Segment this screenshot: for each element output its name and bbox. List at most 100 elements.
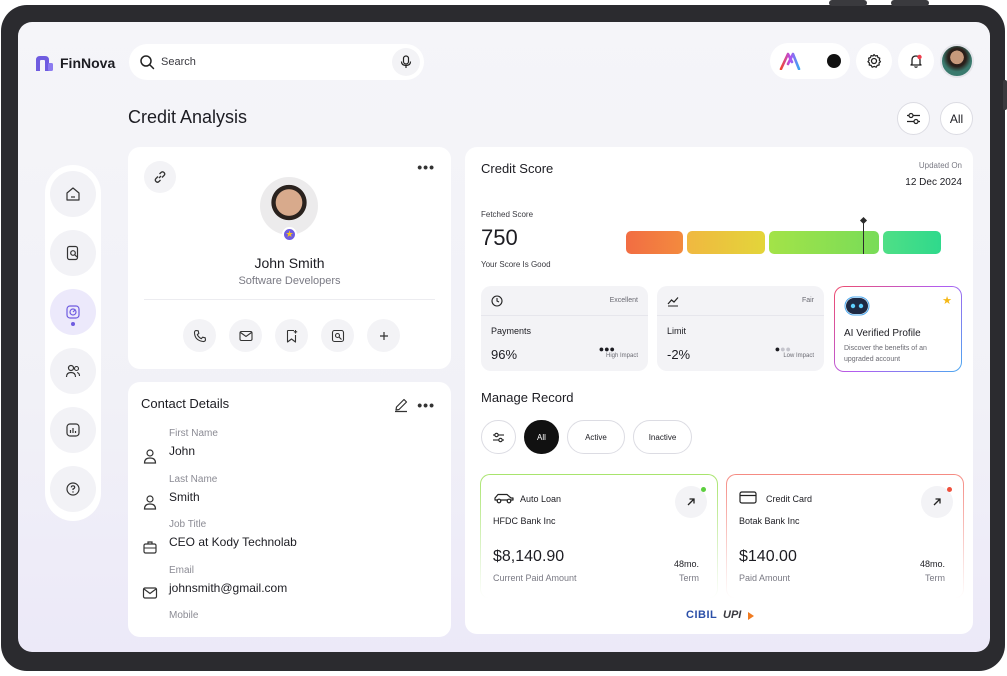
more-options-icon[interactable]: ••• bbox=[417, 397, 435, 413]
add-button[interactable] bbox=[367, 319, 400, 352]
more-options-icon[interactable]: ••• bbox=[417, 159, 435, 175]
dark-mode-toggle-knob[interactable] bbox=[827, 54, 841, 68]
field-value: John bbox=[169, 444, 196, 458]
ai-profile-description: Discover the benefits of an upgraded acc… bbox=[844, 345, 927, 363]
field-value: CEO at Kody Technolab bbox=[169, 535, 297, 549]
home-icon bbox=[66, 187, 80, 201]
profile-role: Software Developers bbox=[238, 275, 341, 287]
field-value: Smith bbox=[169, 490, 200, 504]
nav-home[interactable] bbox=[50, 171, 96, 217]
bookmark-add-button[interactable] bbox=[275, 319, 308, 352]
metric-card-limit[interactable]: Fair Limit -2% ●●● Low Impact bbox=[657, 286, 824, 371]
mic-icon bbox=[400, 55, 412, 68]
nav-help[interactable] bbox=[50, 466, 96, 512]
record-card-auto-loan[interactable]: Auto Loan HFDC Bank Inc $8,140.90 Curren… bbox=[480, 474, 718, 599]
edit-icon[interactable] bbox=[393, 397, 409, 413]
search-input[interactable]: Search bbox=[161, 56, 196, 68]
link-icon bbox=[154, 171, 166, 183]
nav-reports[interactable] bbox=[50, 230, 96, 276]
power-button bbox=[891, 0, 929, 6]
email-button[interactable] bbox=[229, 319, 262, 352]
score-marker-head bbox=[859, 216, 868, 225]
record-term-label: Term bbox=[925, 573, 945, 583]
contact-title: Contact Details bbox=[141, 396, 230, 411]
profile-actions bbox=[183, 319, 400, 352]
ai-theme-toggle[interactable] bbox=[770, 43, 850, 79]
upi-logo: UPI bbox=[723, 609, 742, 621]
share-link-button[interactable] bbox=[144, 161, 176, 193]
scale-excellent bbox=[883, 231, 941, 254]
scale-good bbox=[769, 231, 879, 254]
all-button[interactable]: All bbox=[940, 102, 973, 135]
scale-poor bbox=[626, 231, 683, 254]
field-value: johnsmith@gmail.com bbox=[169, 581, 288, 595]
credit-card-icon bbox=[739, 491, 757, 504]
sliders-icon bbox=[493, 432, 504, 442]
scale-fair bbox=[687, 231, 765, 254]
app-name: FinNova bbox=[60, 55, 116, 71]
nav-credit-analysis[interactable] bbox=[50, 289, 96, 335]
impact-dots: ●●● bbox=[598, 344, 615, 354]
field-label: First Name bbox=[169, 428, 218, 439]
fetched-score-label: Fetched Score bbox=[481, 210, 534, 219]
metric-card-payments[interactable]: Excellent Payments 96% ●●● High Impact bbox=[481, 286, 648, 371]
impact-dots: ●●● bbox=[774, 344, 791, 354]
score-status: Your Score Is Good bbox=[481, 260, 551, 269]
search-bar[interactable]: Search bbox=[129, 44, 424, 80]
record-bank: HFDC Bank Inc bbox=[493, 516, 556, 526]
mail-icon bbox=[142, 587, 158, 599]
filter-all-button[interactable]: All bbox=[524, 420, 559, 454]
mic-button[interactable] bbox=[392, 48, 420, 76]
field-label: Mobile bbox=[169, 610, 199, 621]
record-filter-button[interactable] bbox=[481, 420, 516, 454]
sidebar-nav bbox=[45, 165, 101, 521]
record-amount-label: Current Paid Amount bbox=[493, 573, 577, 583]
users-icon bbox=[65, 364, 81, 378]
record-card-credit-card[interactable]: Credit Card Botak Bank Inc $140.00 Paid … bbox=[726, 474, 964, 599]
profile-card: ••• ★ John Smith Software Developers bbox=[128, 147, 451, 369]
ai-profile-title: AI Verified Profile bbox=[844, 328, 921, 339]
header-actions bbox=[770, 43, 974, 79]
score-scale bbox=[626, 231, 941, 254]
briefcase-icon bbox=[143, 541, 157, 554]
volume-button bbox=[829, 0, 867, 6]
metric-header: Fair bbox=[657, 286, 824, 316]
record-type: Credit Card bbox=[766, 494, 813, 504]
updated-label: Updated On bbox=[918, 161, 962, 170]
metric-rating: Fair bbox=[801, 297, 814, 304]
settings-button[interactable] bbox=[856, 43, 892, 79]
record-card-body: Auto Loan HFDC Bank Inc $8,140.90 Curren… bbox=[481, 475, 717, 598]
nav-analytics[interactable] bbox=[50, 407, 96, 453]
ai-verified-profile-card[interactable]: ★ AI Verified Profile Discover the benef… bbox=[834, 286, 962, 372]
image-search-icon bbox=[331, 329, 344, 342]
record-term: 48mo. bbox=[673, 559, 699, 569]
filter-button[interactable] bbox=[897, 102, 930, 135]
search-icon bbox=[140, 55, 155, 70]
credit-score-value: 750 bbox=[481, 225, 518, 250]
user-icon bbox=[143, 449, 157, 464]
filter-inactive-button[interactable]: Inactive bbox=[633, 420, 692, 454]
notifications-button[interactable] bbox=[898, 43, 934, 79]
status-dot bbox=[701, 487, 706, 492]
clock-icon bbox=[491, 295, 503, 307]
record-bank: Botak Bank Inc bbox=[739, 516, 800, 526]
metric-value: 96% bbox=[491, 347, 518, 362]
user-avatar[interactable] bbox=[940, 44, 974, 78]
metric-name: Payments bbox=[491, 326, 532, 336]
metric-impact: Low Impact bbox=[783, 353, 814, 359]
bookmark-add-icon bbox=[286, 329, 297, 343]
car-icon bbox=[494, 493, 514, 504]
call-button[interactable] bbox=[183, 319, 216, 352]
mail-icon bbox=[238, 330, 253, 341]
contact-details-card: Contact Details ••• First Name John Last… bbox=[128, 382, 451, 637]
profile-photo bbox=[260, 177, 318, 235]
phone-icon bbox=[193, 329, 206, 342]
arrow-up-right-icon bbox=[933, 498, 941, 506]
nav-users[interactable] bbox=[50, 348, 96, 394]
plus-icon bbox=[379, 331, 388, 340]
app-logo[interactable]: FinNova bbox=[34, 54, 115, 72]
filter-active-button[interactable]: Active bbox=[567, 420, 625, 454]
image-search-button[interactable] bbox=[321, 319, 354, 352]
gauge-icon bbox=[66, 305, 80, 319]
upi-logo-arrow-icon bbox=[748, 612, 754, 620]
